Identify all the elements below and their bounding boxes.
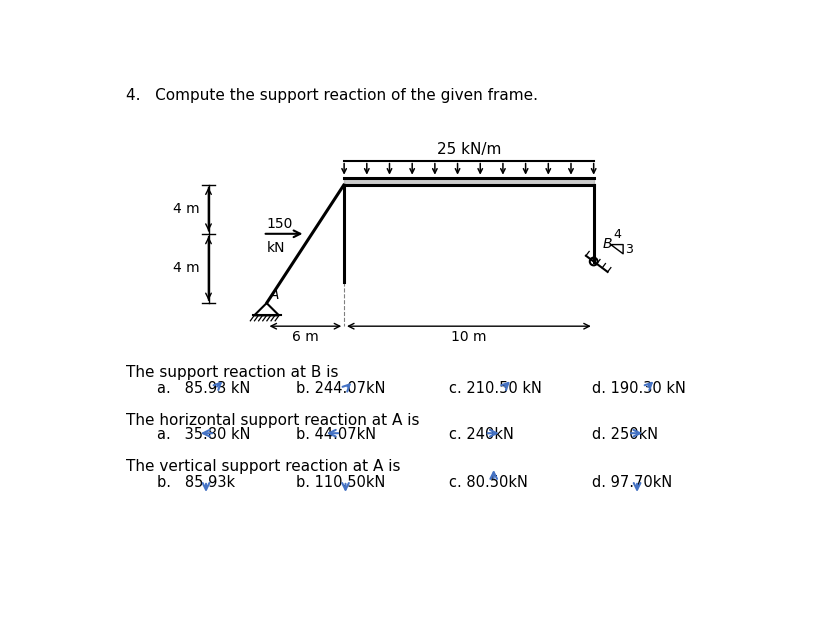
Text: 150: 150 — [267, 218, 293, 231]
Text: b.   85.93k: b. 85.93k — [156, 475, 234, 490]
Text: The support reaction at B is: The support reaction at B is — [125, 365, 338, 381]
Text: d. 250kN: d. 250kN — [593, 427, 658, 442]
Text: The horizontal support reaction at A is: The horizontal support reaction at A is — [125, 413, 419, 428]
Text: b. 44.07kN: b. 44.07kN — [296, 427, 376, 442]
Text: A: A — [270, 288, 279, 301]
Text: 25 kN/m: 25 kN/m — [437, 142, 501, 157]
Text: a.   85.93 kN: a. 85.93 kN — [156, 381, 250, 396]
Text: 4: 4 — [613, 229, 621, 242]
Text: 4 m: 4 m — [173, 262, 199, 275]
Text: 6 m: 6 m — [292, 330, 319, 344]
Text: 10 m: 10 m — [451, 330, 487, 344]
Text: c. 240kN: c. 240kN — [449, 427, 514, 442]
Text: b. 110.50kN: b. 110.50kN — [296, 475, 386, 490]
Text: B: B — [603, 237, 612, 252]
Text: kN: kN — [267, 242, 285, 255]
Text: 4.   Compute the support reaction of the given frame.: 4. Compute the support reaction of the g… — [125, 88, 538, 104]
Text: c. 210.50 kN: c. 210.50 kN — [449, 381, 542, 396]
Text: d. 190.30 kN: d. 190.30 kN — [593, 381, 686, 396]
Text: 4 m: 4 m — [173, 202, 199, 216]
Text: d. 97.70kN: d. 97.70kN — [593, 475, 672, 490]
Text: The vertical support reaction at A is: The vertical support reaction at A is — [125, 459, 400, 474]
Text: b. 244.07kN: b. 244.07kN — [296, 381, 386, 396]
Text: a.   35.80 kN: a. 35.80 kN — [156, 427, 250, 442]
Text: c. 80.50kN: c. 80.50kN — [449, 475, 528, 490]
Text: 3: 3 — [625, 242, 632, 255]
